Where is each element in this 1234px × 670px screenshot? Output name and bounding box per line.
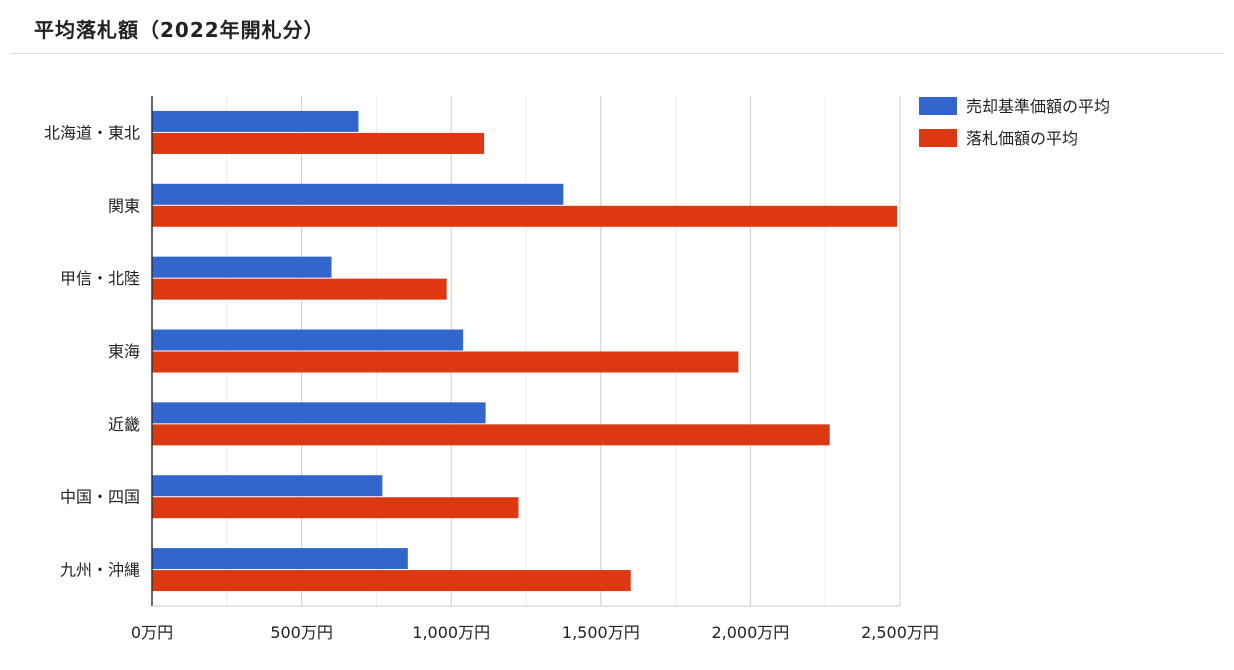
x-tick-label: 2,500万円	[861, 623, 939, 642]
x-tick-label: 1,500万円	[562, 623, 640, 642]
x-tick-label: 0万円	[131, 623, 173, 642]
bar	[152, 110, 359, 132]
category-label: 九州・沖縄	[60, 561, 140, 580]
bar	[152, 205, 898, 227]
bar	[152, 497, 519, 519]
category-label: 甲信・北陸	[60, 269, 140, 288]
bar	[152, 278, 447, 300]
category-label: 北海道・東北	[44, 123, 140, 142]
category-label: 近畿	[108, 415, 140, 434]
legend-label: 売却基準価額の平均	[966, 97, 1110, 116]
chart-header: 平均落札額（2022年開札分）	[10, 6, 1224, 54]
bar	[152, 424, 830, 446]
x-tick-label: 1,000万円	[412, 623, 490, 642]
bar	[152, 256, 332, 278]
bar	[152, 570, 631, 592]
x-tick-label: 2,000万円	[711, 623, 789, 642]
bar	[152, 329, 464, 351]
bar	[152, 548, 408, 570]
x-tick-label: 500万円	[270, 623, 333, 642]
bar	[152, 475, 383, 497]
category-label: 中国・四国	[60, 488, 140, 507]
legend-swatch	[919, 97, 957, 115]
category-label: 関東	[108, 196, 140, 215]
bar	[152, 183, 564, 205]
bar	[152, 132, 485, 154]
chart-title: 平均落札額（2022年開札分）	[34, 18, 325, 42]
category-label: 東海	[108, 342, 140, 361]
legend-swatch	[919, 129, 957, 147]
legend-label: 落札価額の平均	[966, 129, 1078, 148]
bar	[152, 351, 739, 373]
bar	[152, 402, 486, 424]
